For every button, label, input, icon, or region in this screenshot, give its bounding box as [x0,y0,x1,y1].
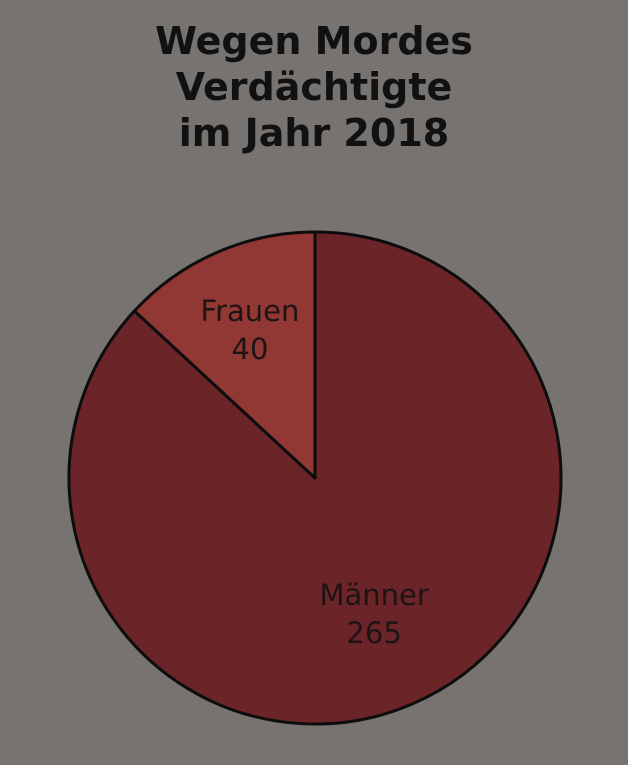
slice-value-2: 40 [232,332,269,366]
chart-title-line-3: im Jahr 2018 [178,111,450,155]
slice-label-2: Frauen [201,294,300,328]
chart-title: Wegen Mordes Verdächtigte im Jahr 2018 [0,18,628,156]
slice-label-1: Männer [319,578,428,612]
slice-value-1: 265 [346,616,401,650]
chart-title-line-1: Wegen Mordes [155,19,473,63]
pie-slice-2 [132,230,317,480]
chart-title-line-2: Verdächtigte [175,65,453,109]
